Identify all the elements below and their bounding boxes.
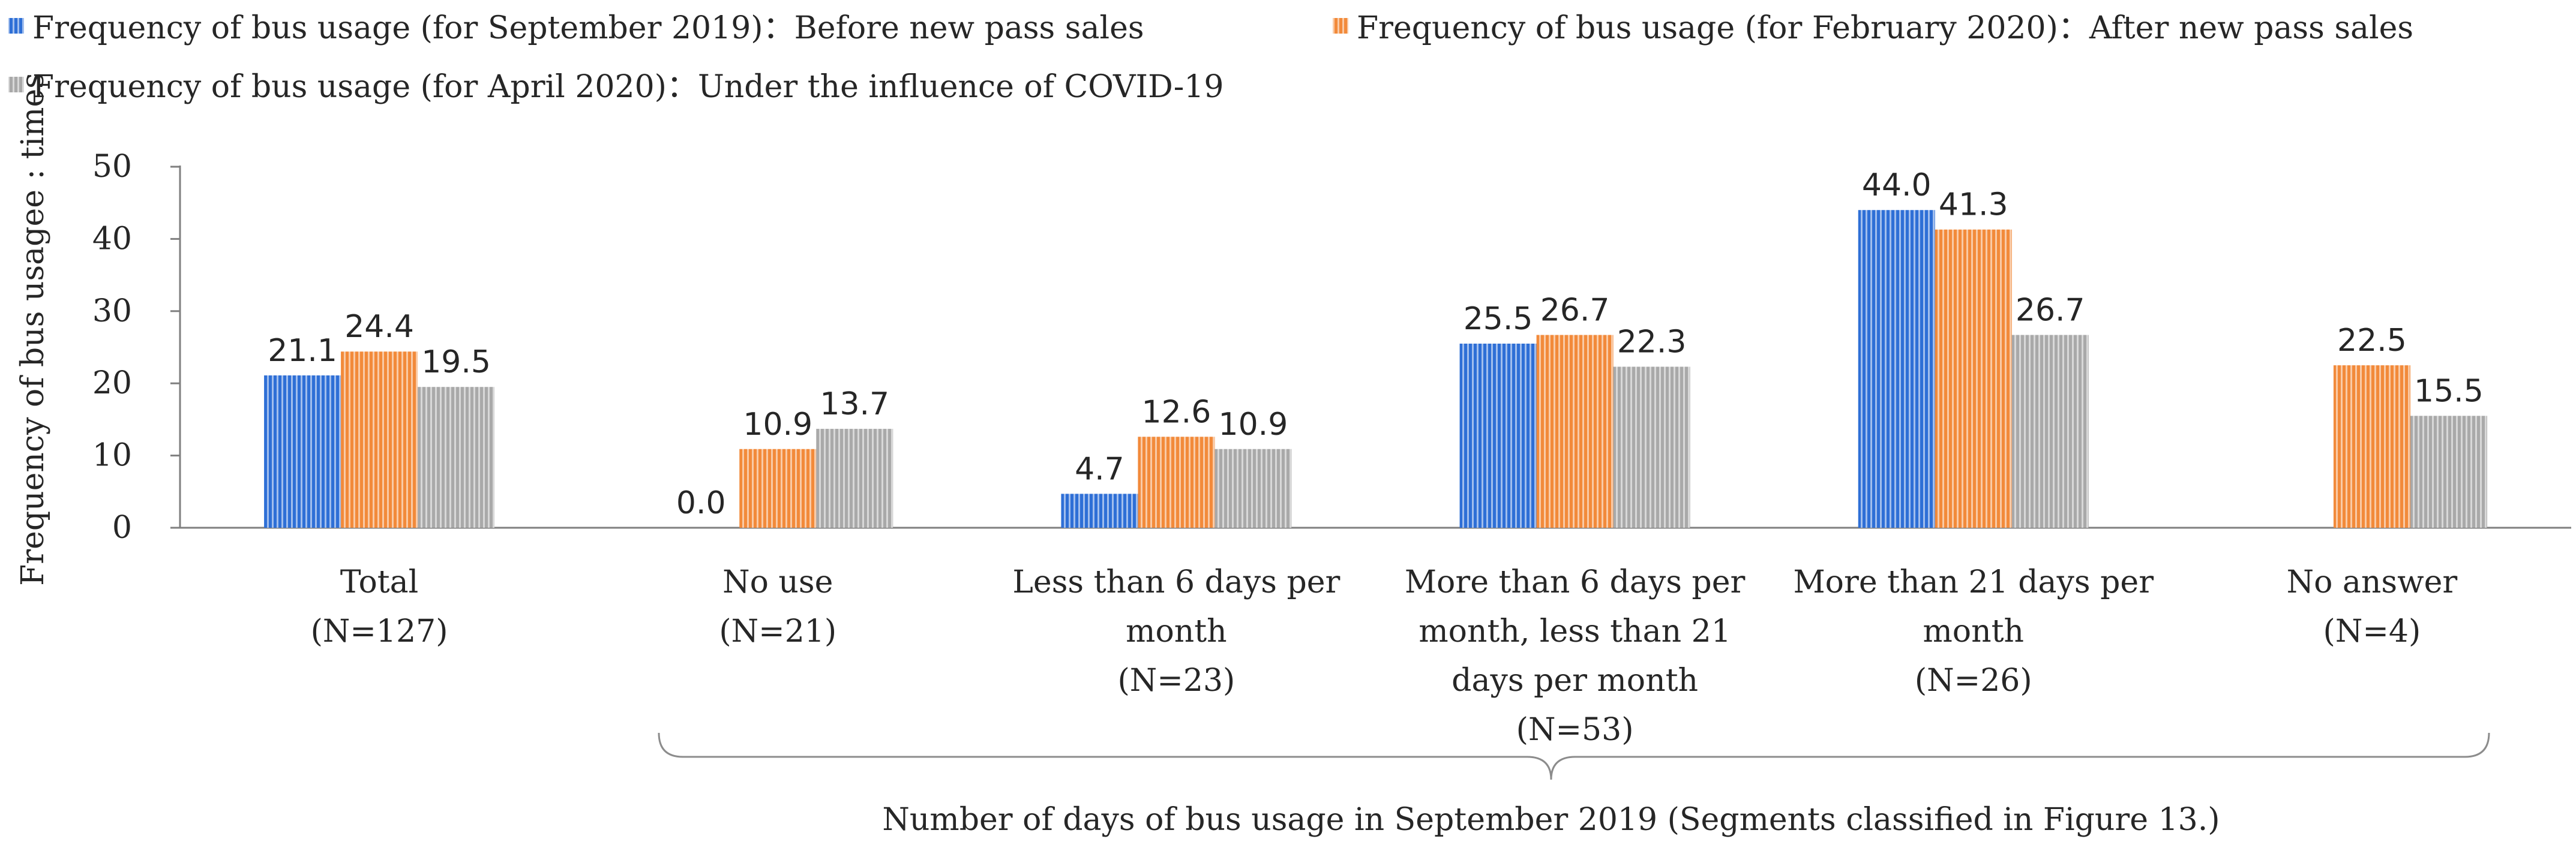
bar: [2011, 335, 2089, 528]
bar: [341, 351, 418, 528]
category-label: month: [1126, 614, 1227, 649]
bar: [1459, 343, 1537, 528]
category-label: Total: [340, 564, 418, 600]
bracket-shape: [658, 732, 2490, 780]
category-label: month, less than 21: [1419, 614, 1731, 649]
data-label: 21.1: [268, 333, 337, 369]
bar: [418, 387, 495, 528]
y-axis-title: Frequency of bus usagee : times: [15, 73, 51, 586]
legend-swatch: [8, 77, 24, 92]
data-label: 10.9: [743, 407, 812, 443]
data-label: 0.0: [676, 485, 726, 521]
bar: [1935, 229, 2012, 528]
bar: [1214, 449, 1292, 528]
data-label: 13.7: [820, 386, 889, 422]
category-label: (N=23): [1118, 663, 1235, 699]
data-label: 22.5: [2337, 323, 2407, 359]
category-label: (N=53): [1516, 712, 1634, 748]
value-labels: 21.124.419.50.010.913.74.712.6 10.925.5 26…: [268, 167, 2484, 521]
category-label: More than 21 days per: [1793, 564, 2154, 600]
data-label: 26.7: [1540, 293, 1610, 329]
data-label: 22.3: [1617, 324, 1687, 360]
bar: [1138, 437, 1215, 528]
legend-label: Frequency of bus usage (for February 202…: [1357, 10, 2413, 46]
category-label: (N=4): [2323, 614, 2421, 649]
legend-swatch: [1333, 18, 1348, 34]
segment-bracket: Number of days of bus usage in September…: [658, 732, 2490, 838]
legend-label: Frequency of bus usage (for September 20…: [32, 10, 1144, 46]
category-labels: Total (N=127) No use (N=21) Less than 6 days…: [311, 564, 2458, 748]
category-label: days per month: [1452, 663, 1698, 699]
y-tick-label: 10: [92, 438, 132, 474]
category-label: Less than 6 days per: [1012, 564, 1340, 600]
data-label: 12.6: [1142, 394, 1211, 430]
y-axis: 0 10 20 30 40 50 Frequency of bus usagee : tim…: [15, 73, 2571, 586]
y-tick-label: 40: [92, 221, 132, 257]
legend: Frequency of bus usage (for September 20…: [8, 10, 2413, 105]
category-label: More than 6 days per: [1405, 564, 1746, 600]
bar: [2333, 365, 2410, 528]
category-label: (N=26): [1915, 663, 2032, 699]
bar: [1858, 210, 1935, 528]
bar: [264, 375, 341, 528]
category-label: No use: [722, 564, 833, 600]
data-label: 25.5: [1464, 301, 1533, 337]
data-label: 24.4: [344, 309, 414, 345]
bar: [816, 429, 893, 528]
bars: [264, 210, 2487, 528]
data-label: 44.0: [1862, 167, 1932, 203]
bar: [1536, 335, 1614, 528]
category-label: (N=127): [311, 614, 448, 649]
y-tick-label: 20: [92, 365, 132, 401]
y-tick-label: 30: [92, 293, 132, 329]
bracket-label: Number of days of bus usage in September…: [882, 802, 2220, 838]
bar: [1613, 366, 1690, 528]
legend-swatch: [8, 18, 24, 34]
category-label: No answer: [2287, 564, 2458, 600]
bar: [2410, 416, 2487, 528]
legend-label: Frequency of bus usage (for April 2020)：…: [32, 69, 1223, 105]
y-tick-label: 0: [112, 510, 132, 546]
y-tick-label: 50: [92, 149, 132, 185]
bar: [1061, 494, 1138, 528]
data-label: 26.7: [2016, 293, 2085, 329]
data-label: 19.5: [421, 344, 491, 380]
data-label: 10.9: [1219, 407, 1288, 443]
bar: [739, 449, 817, 528]
category-label: month: [1923, 614, 2025, 649]
data-label: 41.3: [1939, 187, 2008, 223]
data-label: 15.5: [2414, 373, 2484, 409]
category-label: (N=21): [719, 614, 836, 649]
data-label: 4.7: [1075, 451, 1124, 487]
